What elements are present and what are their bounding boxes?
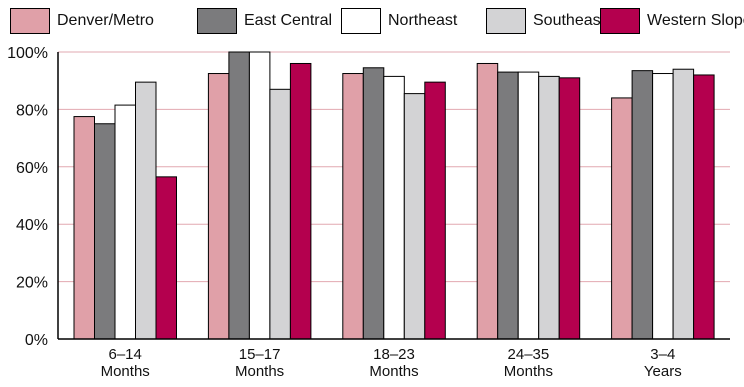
legend-swatch [486, 8, 526, 34]
y-tick-label: 60% [16, 160, 48, 177]
legend-item: East Central [197, 8, 332, 34]
legend-swatch [197, 8, 237, 34]
y-tick-label: 0% [25, 332, 48, 349]
legend-item: Southeast [486, 8, 605, 34]
y-tick-label: 100% [7, 45, 48, 62]
bar [383, 75, 405, 340]
y-tick-label: 40% [16, 217, 48, 234]
x-tick-label: 24–35 Months [504, 346, 553, 380]
bar [207, 73, 230, 340]
bar [611, 97, 633, 340]
x-tick-label: 6–14 Months [101, 346, 150, 380]
y-tick-label: 80% [16, 102, 48, 119]
bar [289, 62, 312, 340]
bar [558, 77, 581, 340]
legend-swatch [10, 8, 50, 34]
bar [342, 73, 364, 340]
legend-label: Northeast [388, 12, 458, 29]
legend-swatch [341, 8, 381, 34]
bar [73, 116, 95, 340]
legend-item: Western Slope [600, 8, 744, 34]
bar [114, 104, 136, 340]
legend-item: Northeast [341, 8, 457, 34]
bar [497, 71, 519, 340]
bar [94, 123, 116, 340]
bar [248, 51, 271, 340]
x-tick-label: 3–4 Years [644, 346, 682, 380]
legend-swatch [600, 8, 640, 34]
bar [228, 51, 250, 340]
bar [424, 81, 446, 340]
bar [538, 75, 560, 340]
legend-item: Denver/Metro [10, 8, 154, 34]
bar [672, 68, 695, 340]
bar [693, 74, 715, 340]
legend-label: Western Slope [647, 12, 744, 29]
legend: Denver/Metro East Central Northeast Southea… [0, 0, 744, 40]
bar [155, 176, 177, 340]
bar [476, 62, 499, 340]
legend-label: Southeast [533, 12, 606, 29]
bar [403, 93, 426, 340]
y-tick-label: 20% [16, 275, 48, 292]
legend-label: East Central [244, 12, 333, 29]
x-tick-label: 15–17 Months [235, 346, 284, 380]
bar [631, 70, 654, 340]
bar [362, 67, 385, 340]
legend-label: Denver/Metro [57, 12, 154, 29]
bar [269, 88, 291, 340]
bar [135, 81, 157, 340]
x-tick-label: 18–23 Months [369, 346, 418, 380]
bar [517, 71, 540, 340]
bar [652, 73, 674, 340]
